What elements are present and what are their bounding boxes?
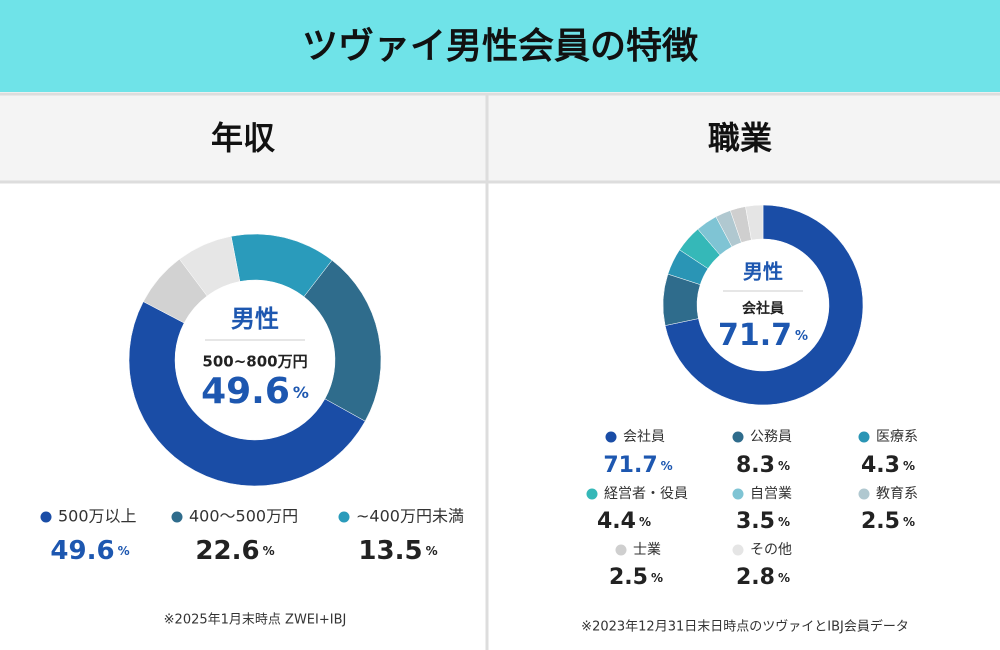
value-number: 22.6: [195, 536, 259, 566]
value-label: 8.3%: [736, 453, 790, 478]
value-unit: %: [778, 515, 790, 529]
legend-dot: [858, 431, 870, 443]
donut-segment: [230, 233, 333, 298]
value-number: 71.7: [718, 318, 792, 353]
value-number: 13.5: [358, 536, 422, 566]
value-number: 2.8: [736, 565, 775, 590]
panel-heading-band: [0, 95, 1000, 181]
value-unit: %: [903, 459, 915, 473]
legend-label: 500万以上: [58, 507, 137, 526]
value-label: 49.6%: [201, 371, 309, 412]
value-number: 71.7: [603, 453, 657, 478]
value-number: 2.5: [861, 509, 900, 534]
legend-label: その他: [750, 542, 792, 558]
legend-label: ~400万円未満: [356, 507, 464, 526]
center-title: 男性: [231, 305, 279, 333]
value-number: 49.6: [50, 536, 114, 566]
legend-dot: [732, 544, 744, 556]
value-unit: %: [651, 571, 663, 585]
value-label: 71.7%: [603, 453, 672, 478]
value-label: 2.5%: [861, 509, 915, 534]
value-unit: %: [263, 544, 275, 558]
legend-dot: [858, 488, 870, 500]
footnote: ※2023年12月31日末日時点のツヴァイとIBJ会員データ: [581, 619, 909, 635]
value-label: 71.7%: [718, 318, 808, 353]
value-unit: %: [293, 383, 309, 402]
donut-segment: [303, 259, 382, 422]
value-number: 4.3: [861, 453, 900, 478]
value-label: 4.4%: [597, 509, 651, 534]
value-number: 49.6: [201, 371, 290, 412]
legend-label: 士業: [633, 542, 661, 558]
legend-dot: [171, 511, 183, 523]
legend-dot: [605, 431, 617, 443]
value-label: 22.6%: [195, 536, 274, 566]
value-label: 2.5%: [609, 565, 663, 590]
legend-label: 医療系: [876, 428, 918, 445]
donut-segment: [143, 258, 208, 324]
value-unit: %: [903, 515, 915, 529]
value-label: 4.3%: [861, 453, 915, 478]
legend-dot: [338, 511, 350, 523]
value-unit: %: [661, 459, 673, 473]
value-label: 3.5%: [736, 509, 790, 534]
value-unit: %: [778, 459, 790, 473]
value-unit: %: [426, 544, 438, 558]
value-number: 3.5: [736, 509, 775, 534]
legend-dot: [586, 488, 598, 500]
legend-label: 経営者・役員: [604, 486, 688, 502]
value-label: 13.5%: [358, 536, 437, 566]
legend-label: 公務員: [750, 429, 792, 445]
legend-dot: [732, 431, 744, 443]
value-label: 2.8%: [736, 565, 790, 590]
legend-label: 教育系: [876, 486, 918, 502]
value-label: 49.6%: [50, 536, 129, 566]
center-title: 男性: [743, 260, 783, 284]
legend-label: 自営業: [750, 486, 792, 502]
value-unit: %: [795, 329, 808, 344]
donut-segment: [745, 204, 764, 241]
center-label: 会社員: [742, 300, 784, 317]
donut-segment: [128, 301, 366, 487]
header-band: [0, 0, 1000, 92]
footnote: ※2025年1月末時点 ZWEI+IBJ: [164, 613, 347, 628]
donut-segment: [179, 235, 241, 297]
value-unit: %: [118, 544, 130, 558]
value-number: 2.5: [609, 565, 648, 590]
panel-title: 年収: [211, 119, 275, 157]
legend-dot: [732, 488, 744, 500]
legend-dot: [615, 544, 627, 556]
center-label: 500~800万円: [202, 353, 307, 371]
legend-label: 400〜500万円: [189, 507, 298, 526]
panel-title: 職業: [708, 119, 772, 157]
legend-dot: [40, 511, 52, 523]
page-title: ツヴァイ男性会員の特徴: [302, 26, 699, 67]
value-number: 4.4: [597, 509, 636, 534]
value-number: 8.3: [736, 453, 775, 478]
value-unit: %: [639, 515, 651, 529]
legend-label: 会社員: [623, 429, 665, 445]
donut-segment: [664, 204, 864, 406]
value-unit: %: [778, 571, 790, 585]
